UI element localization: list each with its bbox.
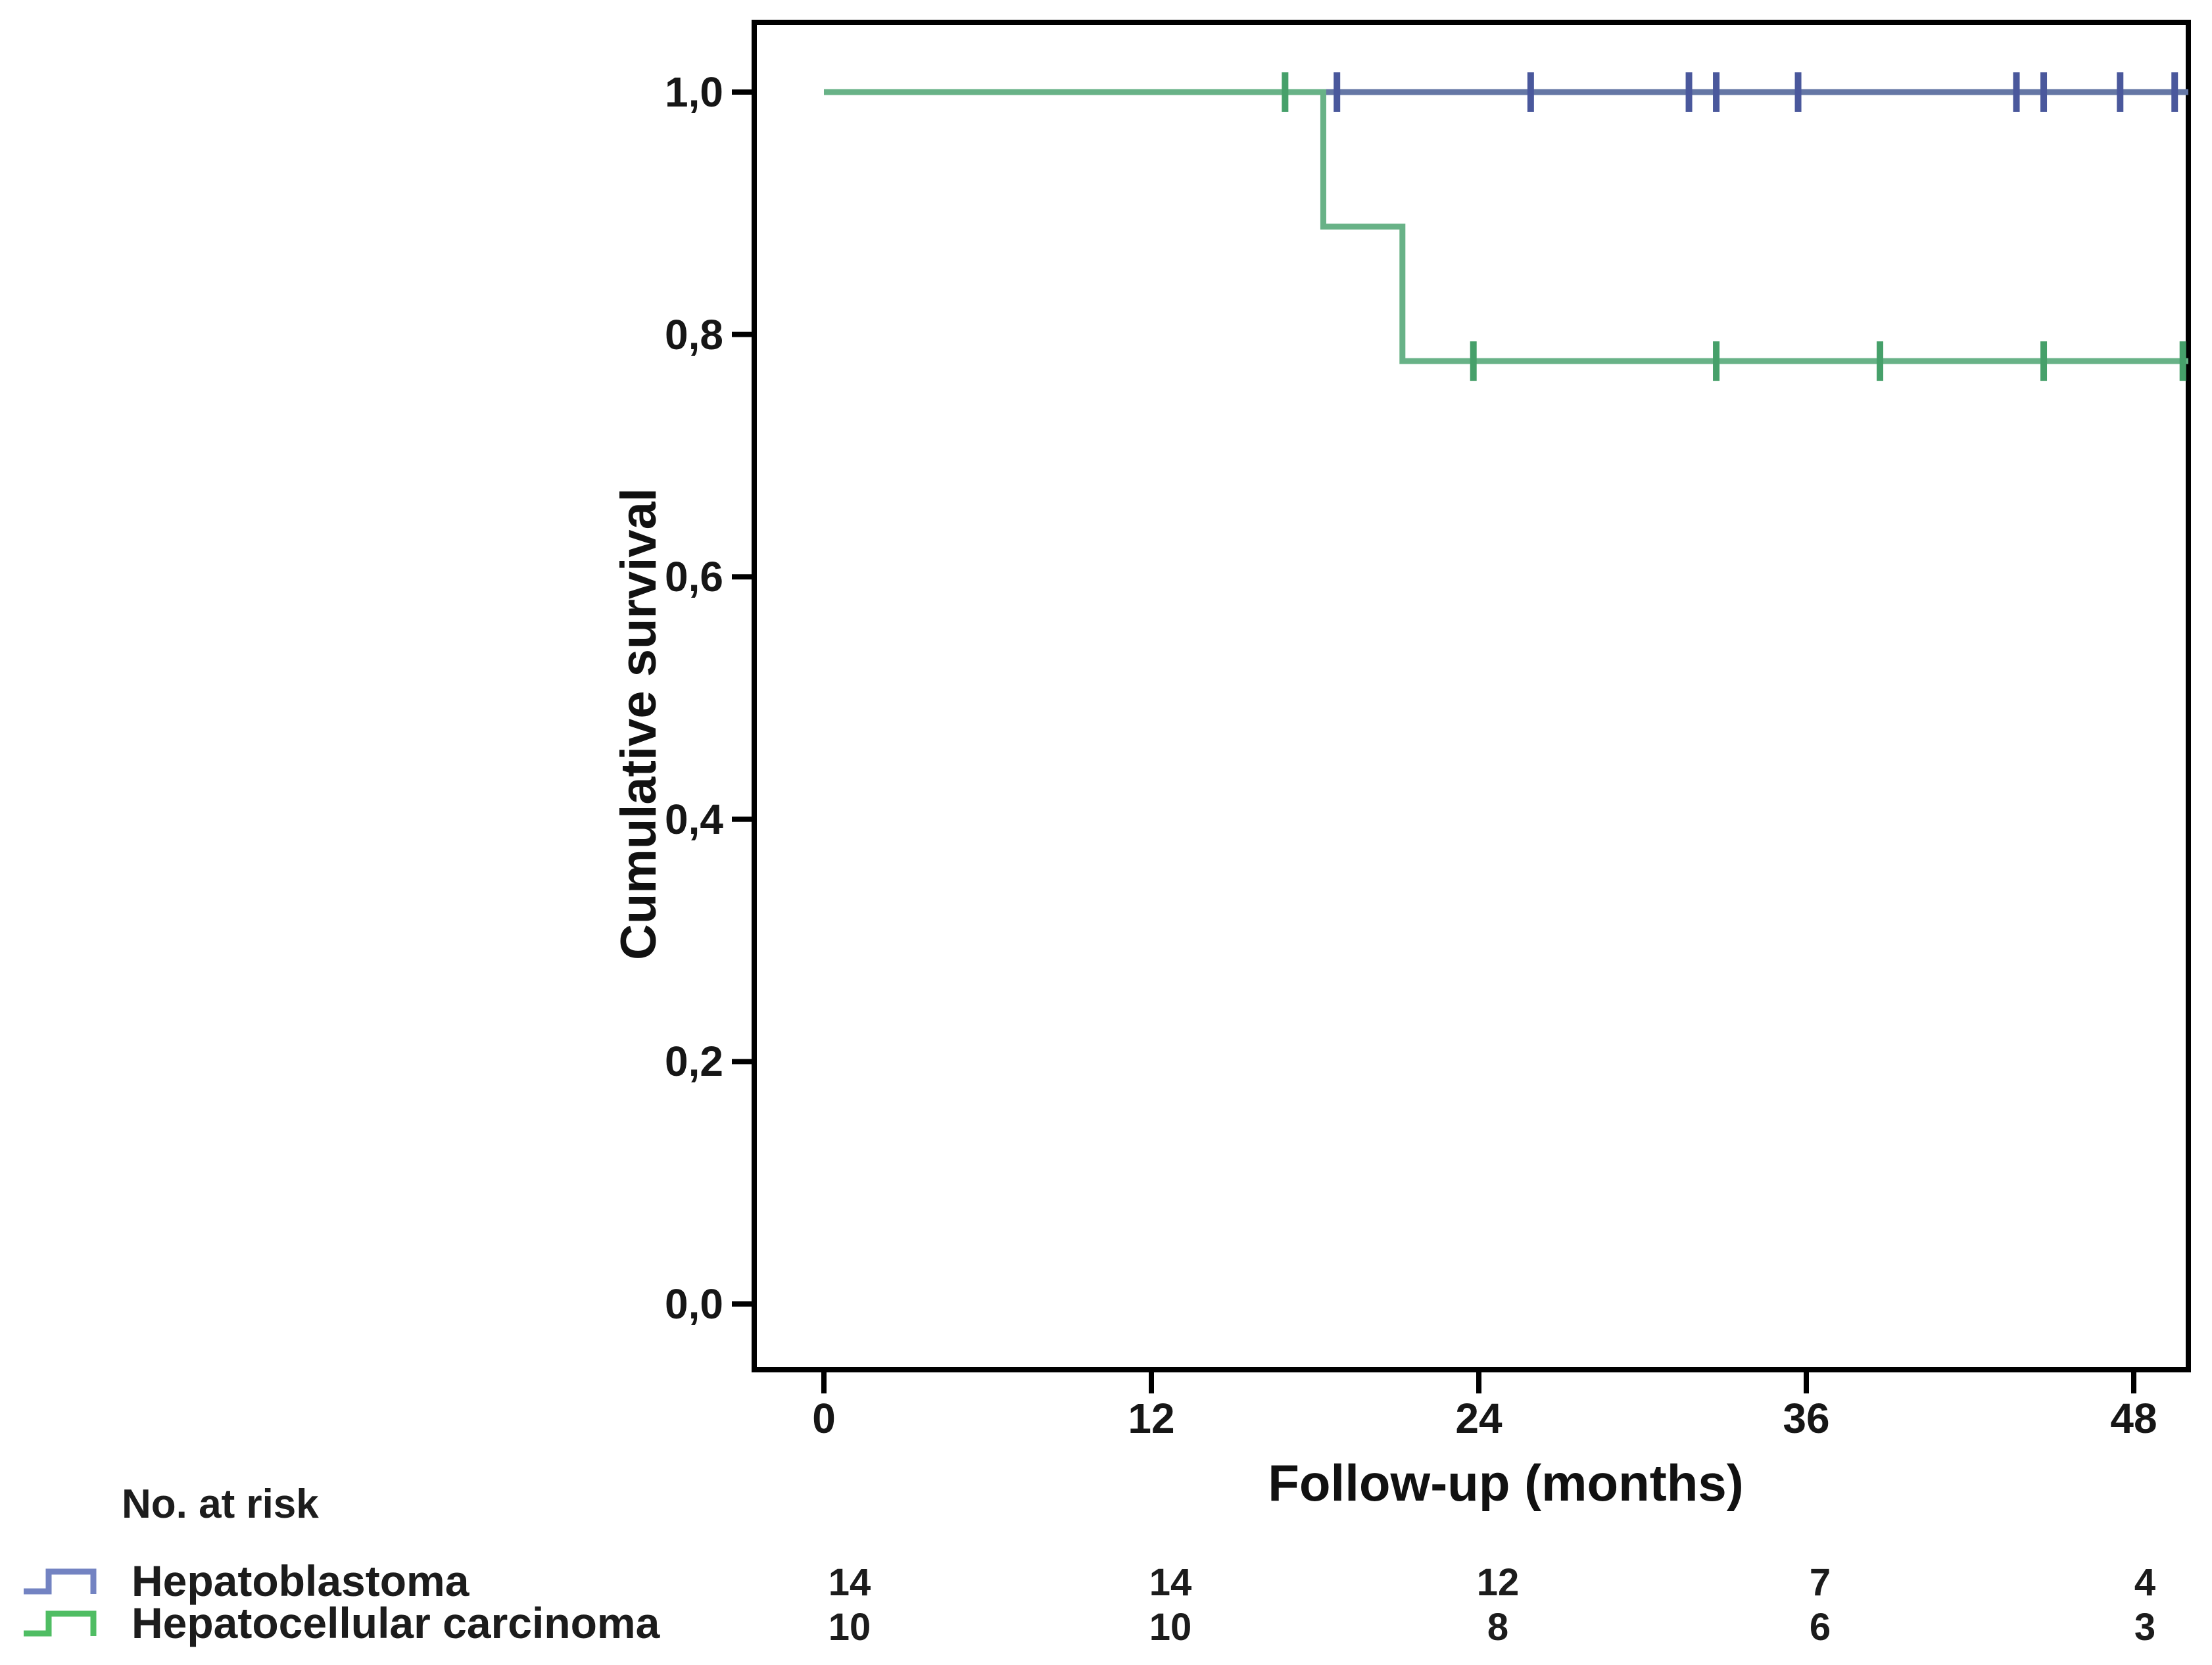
y-tick-label: 0,4 [665,796,723,843]
y-tick-label: 0,6 [665,553,723,600]
risk-count: 7 [1809,1561,1831,1604]
x-tick-label: 24 [1455,1395,1503,1442]
risk-count: 14 [828,1561,871,1604]
risk-count: 8 [1487,1606,1509,1649]
risk-table-title: No. at risk [122,1482,319,1527]
legend-item-hepatoblastoma: Hepatoblastoma [20,1557,469,1605]
legend-label: Hepatocellular carcinoma [132,1599,660,1647]
x-axis-title: Follow-up (months) [1268,1454,1744,1512]
plot-frame [752,20,2191,1372]
risk-count: 14 [1149,1561,1192,1604]
risk-count: 10 [828,1606,871,1649]
risk-count: 3 [2134,1606,2156,1649]
y-tick-label: 0,2 [665,1038,723,1085]
risk-count: 6 [1809,1606,1831,1649]
legend-item-hepatocellular-carcinoma: Hepatocellular carcinoma [20,1599,660,1647]
step-line-icon [24,1568,97,1595]
x-tick-label: 12 [1128,1395,1175,1442]
x-tick-label: 36 [1783,1395,1830,1442]
legend-label: Hepatoblastoma [132,1556,469,1605]
risk-count: 10 [1149,1606,1192,1649]
x-tick-label: 0 [812,1395,836,1442]
step-line-icon [24,1610,97,1637]
y-tick-label: 1,0 [665,68,723,116]
y-axis-title: Cumulative survival [611,487,667,961]
risk-count: 4 [2134,1561,2156,1604]
y-tick-label: 0,8 [665,311,723,358]
y-tick-label: 0,0 [665,1280,723,1328]
x-tick-label: 48 [2110,1395,2157,1442]
series-line-hepatocellular-carcinoma [824,89,2188,364]
risk-count: 12 [1476,1561,1520,1604]
